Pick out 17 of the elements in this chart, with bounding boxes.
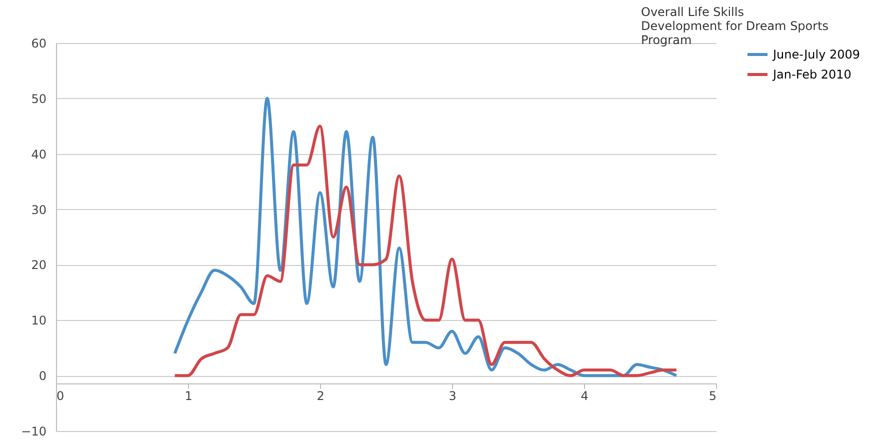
y-tick-label: 0 (38, 369, 46, 384)
y-tick-label: 10 (31, 314, 46, 328)
x-tick-label: 0 (56, 388, 64, 403)
y-tick-label: 20 (31, 258, 46, 272)
chart-title: Overall Life Skills Development for Dream Sports Program (641, 5, 829, 47)
y-tick-label: 50 (31, 92, 46, 106)
x-tick-label: 1 (184, 388, 192, 403)
y-tick-label: 30 (31, 202, 46, 217)
y-tick-label: −10 (21, 424, 46, 438)
legend-label: Jan-Feb 2010 (772, 68, 852, 82)
legend-label: June-July 2009 (772, 48, 860, 62)
x-tick-label: 3 (448, 388, 456, 403)
y-tick-label: 40 (31, 147, 46, 162)
y-tick-label: 60 (31, 36, 46, 50)
x-tick-label: 2 (316, 388, 324, 403)
x-tick-label: 5 (708, 388, 716, 403)
x-tick-label: 4 (580, 388, 588, 403)
